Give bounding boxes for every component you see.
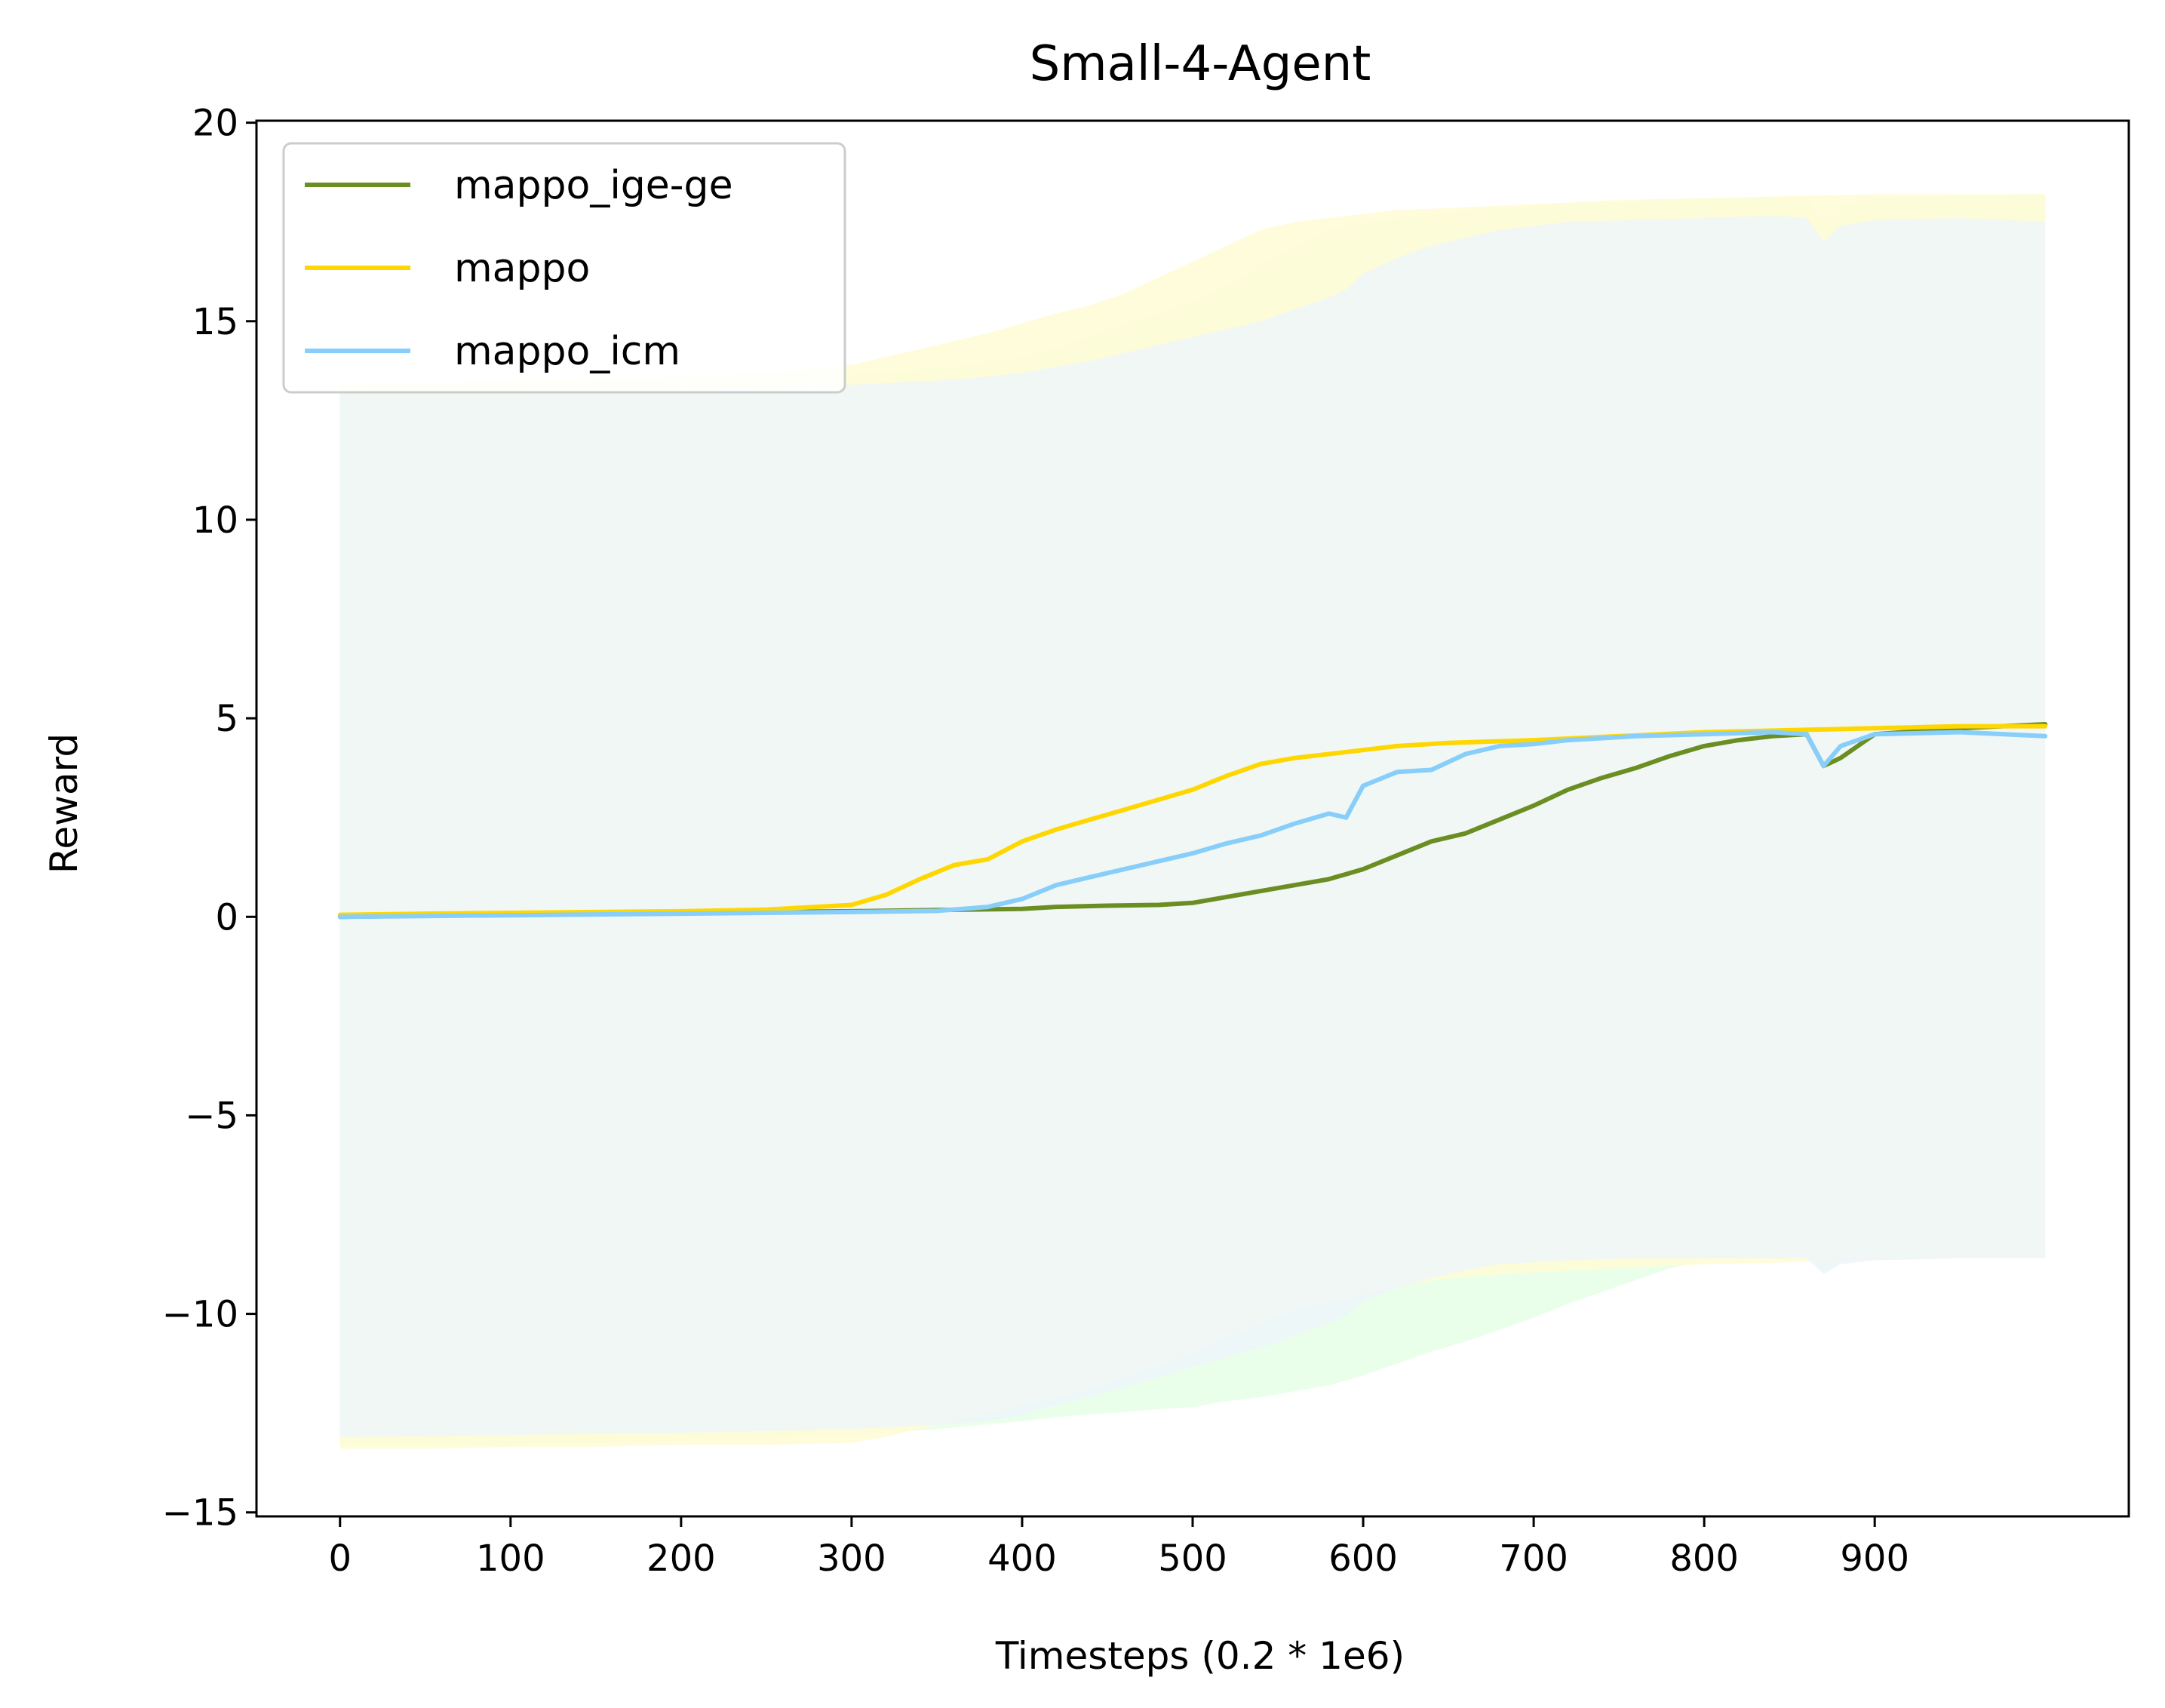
y-tick-label: 0	[215, 896, 238, 938]
x-tick-label: 100	[476, 1538, 545, 1580]
legend-label-3: mappo_icm	[454, 329, 680, 374]
x-tick-label: 300	[817, 1538, 886, 1580]
std-band-3	[339, 216, 2046, 1437]
x-tick-label: 800	[1669, 1538, 1739, 1580]
x-tick-label: 500	[1158, 1538, 1227, 1580]
plot-area	[337, 194, 2048, 1449]
legend-box	[282, 142, 846, 394]
y-tick-label: 5	[215, 698, 238, 740]
y-tick-label: −15	[162, 1492, 238, 1534]
x-tick-label: 700	[1499, 1538, 1568, 1580]
series-line-3	[337, 730, 2048, 920]
x-tick-label: 900	[1840, 1538, 1909, 1580]
x-tick-label: 0	[328, 1538, 352, 1580]
y-tick-label: −5	[185, 1095, 238, 1137]
legend-label-1: mappo_ige-ge	[454, 163, 733, 208]
x-tick-label: 400	[987, 1538, 1057, 1580]
axes: 0 100 200 300 400 500 600 700 800 900 −15 −10 −5 0 5 10…	[162, 103, 2130, 1580]
y-tick-label: −10	[162, 1294, 238, 1336]
x-tick-label: 200	[646, 1538, 716, 1580]
y-tick-label: 15	[192, 301, 238, 343]
y-tick-label: 10	[192, 499, 238, 542]
x-tick-label: 600	[1328, 1538, 1398, 1580]
x-axis-label: Timesteps (0.2 * 1e6)	[995, 1634, 1405, 1678]
y-axis-label: Reward	[42, 733, 86, 874]
chart-title: Small-4-Agent	[1030, 36, 1371, 92]
legend-label-2: mappo	[454, 246, 590, 291]
y-tick-label: 20	[192, 103, 238, 145]
